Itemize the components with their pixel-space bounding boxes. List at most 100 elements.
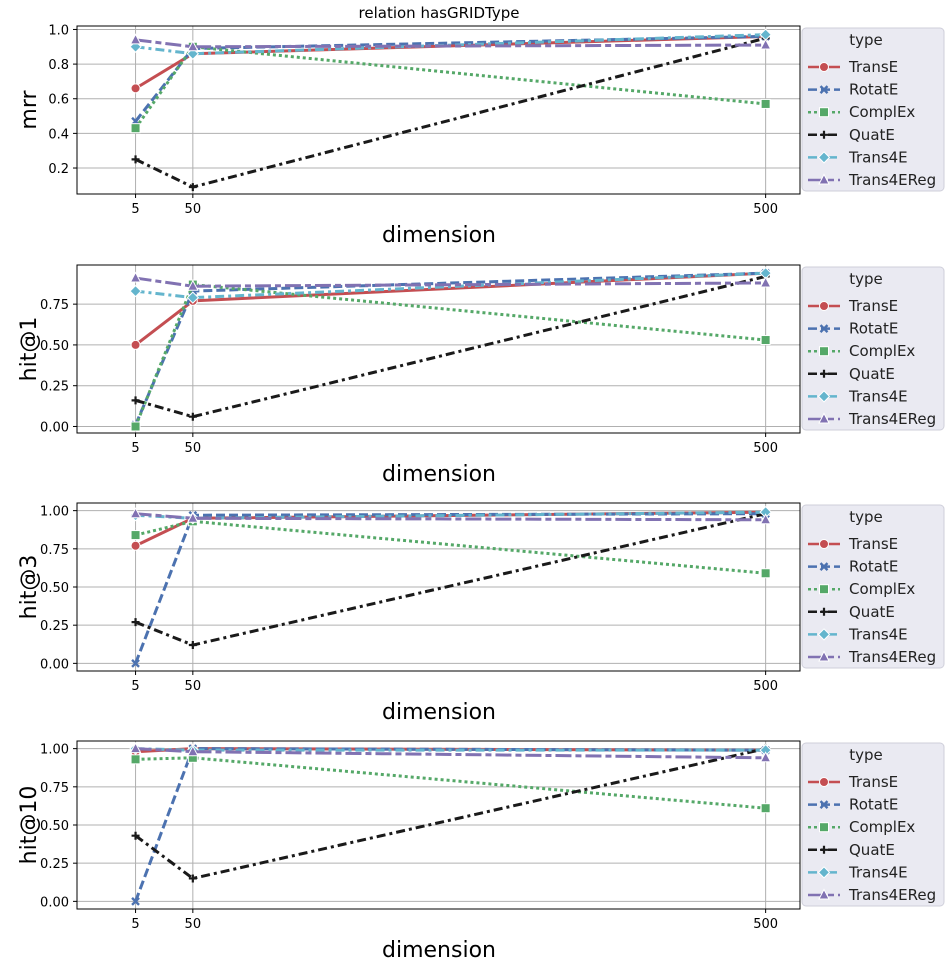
y-tick-label: 1.00 — [40, 743, 69, 758]
legend-entry-rotate: RotatE — [849, 796, 898, 814]
legend-title: type — [849, 746, 883, 764]
legend-entry-quate: QuatE — [849, 126, 895, 144]
series-line-quate — [134, 747, 766, 880]
data-point-trans4ereg — [759, 751, 772, 763]
x-tick-label: 5 — [131, 679, 139, 694]
legend-entry-quate: QuatE — [849, 365, 895, 383]
y-tick-label: 0.00 — [40, 657, 69, 672]
y-tick-label: 0.25 — [40, 857, 69, 872]
legend-marker-quate — [820, 130, 828, 139]
chart-panel-1: 0.2 0.4 0.6 0.8 1.0 5 50 500 dimension mrr type Tra… — [17, 23, 945, 248]
series-line-complex — [134, 283, 766, 428]
x-tick-label: 500 — [753, 679, 778, 694]
data-point-transe — [130, 540, 141, 551]
legend-entry-complex: ComplEx — [849, 818, 915, 836]
data-point-quate — [131, 396, 140, 405]
x-tick-label: 500 — [753, 441, 778, 456]
y-tick-label: 0.2 — [48, 162, 69, 177]
data-point-rotate — [131, 659, 140, 668]
legend-entry-trans4ereg: Trans4EReg — [848, 886, 936, 904]
legend-title: type — [849, 31, 883, 49]
legend-entry-transe: TransE — [848, 58, 898, 76]
x-axis-label: dimension — [382, 223, 496, 248]
x-tick-label: 50 — [185, 441, 202, 456]
x-tick-label: 5 — [131, 917, 139, 932]
legend-marker-complex — [819, 346, 829, 357]
data-point-rotate — [131, 897, 140, 906]
y-tick-label: 0.75 — [40, 298, 69, 313]
y-tick-label: 0.75 — [40, 781, 69, 796]
data-point-complex — [130, 754, 141, 765]
legend: type TransE RotatE ComplEx QuatE Trans4E Trans… — [801, 742, 945, 907]
data-point-trans4ereg — [129, 507, 142, 519]
data-point-complex — [760, 803, 771, 814]
legend-entry-trans4ereg: Trans4EReg — [848, 410, 936, 428]
series-line-complex — [135, 519, 766, 575]
legend-marker-trans4ereg — [818, 412, 830, 424]
legend-marker-rotate — [819, 324, 829, 333]
x-axis-label: dimension — [382, 462, 496, 487]
legend-entry-complex: ComplEx — [849, 580, 915, 598]
data-point-trans4ereg — [129, 33, 142, 45]
y-tick-label: 0.6 — [48, 93, 69, 108]
x-tick-label: 50 — [185, 917, 202, 932]
series-line-rotate — [134, 34, 766, 123]
legend-marker-rotate — [819, 85, 829, 94]
y-tick-label: 0.25 — [40, 380, 69, 395]
x-tick-label: 500 — [753, 917, 778, 932]
data-point-trans4ereg — [129, 742, 142, 754]
x-tick-label: 50 — [185, 679, 202, 694]
data-point-trans4ereg — [187, 745, 199, 757]
legend-title: type — [849, 270, 883, 288]
legend-box — [801, 504, 945, 669]
legend-marker-rotate — [819, 800, 829, 809]
legend-box — [801, 266, 945, 431]
series-line-quate — [134, 36, 767, 189]
legend-entry-quate: QuatE — [849, 603, 895, 621]
data-point-complex — [130, 421, 141, 432]
legend-marker-quate — [820, 607, 828, 616]
data-point-quate — [188, 183, 197, 192]
data-point-complex — [760, 335, 771, 346]
series-line-rotate — [134, 512, 766, 664]
legend-marker-trans4ereg — [818, 888, 830, 900]
legend-entry-transe: TransE — [848, 773, 898, 791]
data-point-quate — [131, 155, 140, 164]
y-tick-label: 0.4 — [48, 127, 69, 142]
x-axis-label: dimension — [382, 938, 496, 961]
data-point-transe — [130, 83, 141, 94]
legend-entry-trans4e: Trans4E — [848, 387, 908, 405]
y-tick-label: 0.75 — [40, 543, 69, 558]
x-axis-label: dimension — [382, 700, 496, 725]
legend-marker-transe — [819, 777, 829, 787]
data-point-transe — [130, 339, 141, 350]
y-tick-label: 0.00 — [40, 420, 69, 435]
legend-marker-complex — [819, 584, 829, 595]
chart-panel-2: 0.00 0.25 0.50 0.75 5 50 500 dimension hit@1 type… — [17, 264, 945, 487]
chart-panel-4: 0.00 0.25 0.50 0.75 1.00 5 50 500 dimension hit@1… — [17, 740, 945, 961]
legend-entry-rotate: RotatE — [849, 81, 898, 99]
legend-title: type — [849, 508, 883, 526]
y-tick-label: 1.00 — [40, 505, 69, 520]
y-axis-label: hit@3 — [17, 555, 42, 620]
legend-entry-trans4ereg: Trans4EReg — [848, 648, 936, 666]
legend: type TransE RotatE ComplEx QuatE Trans4E Trans… — [801, 27, 945, 192]
y-axis-label: mrr — [17, 89, 42, 129]
y-tick-label: 0.50 — [40, 339, 69, 354]
chart-panel-3: 0.00 0.25 0.50 0.75 1.00 5 50 500 dimension hit@3… — [17, 502, 945, 725]
legend-marker-complex — [819, 107, 829, 118]
legend-marker-transe — [819, 301, 829, 311]
data-point-quate — [131, 618, 140, 627]
legend-marker-trans4e — [817, 151, 831, 164]
series-line-trans4e — [135, 747, 766, 752]
data-point-complex — [130, 530, 141, 541]
y-tick-label: 1.0 — [48, 23, 69, 38]
y-tick-label: 0.00 — [40, 895, 69, 910]
legend-entry-quate: QuatE — [849, 841, 895, 859]
legend-marker-trans4e — [817, 390, 831, 403]
legend-box — [801, 27, 945, 192]
legend-marker-rotate — [819, 562, 829, 571]
x-tick-label: 500 — [753, 202, 778, 217]
x-tick-label: 5 — [131, 441, 139, 456]
